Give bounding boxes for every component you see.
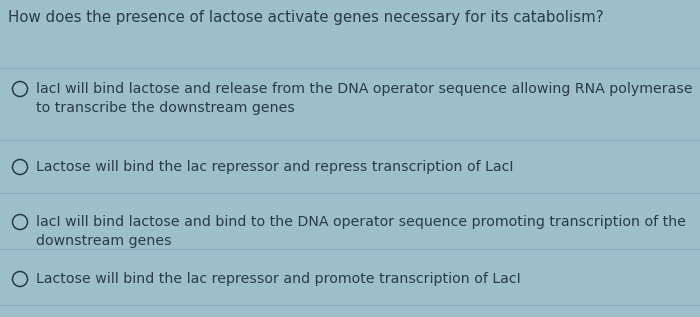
Text: lacI will bind lactose and release from the DNA operator sequence allowing RNA p: lacI will bind lactose and release from … [36, 82, 692, 115]
Text: How does the presence of lactose activate genes necessary for its catabolism?: How does the presence of lactose activat… [8, 10, 603, 25]
Text: Lactose will bind the lac repressor and repress transcription of LacI: Lactose will bind the lac repressor and … [36, 160, 514, 174]
Text: Lactose will bind the lac repressor and promote transcription of LacI: Lactose will bind the lac repressor and … [36, 272, 521, 286]
Text: lacI will bind lactose and bind to the DNA operator sequence promoting transcrip: lacI will bind lactose and bind to the D… [36, 215, 686, 248]
